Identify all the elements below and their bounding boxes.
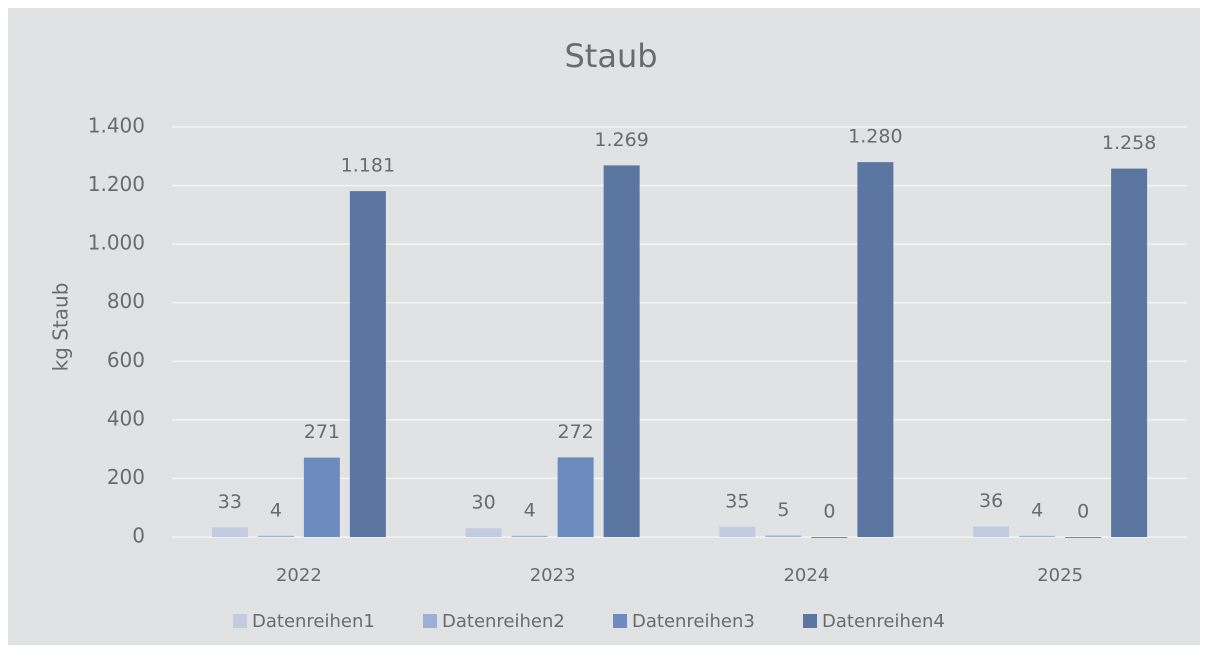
chart-title: Staub	[564, 37, 657, 75]
data-label: 1.269	[594, 129, 648, 151]
legend-swatch	[803, 614, 817, 628]
legend-label: Datenreihen4	[822, 611, 945, 632]
y-tick-label: 600	[107, 348, 145, 372]
data-label: 1.280	[848, 126, 902, 148]
bar	[557, 457, 594, 537]
bar	[1019, 535, 1056, 537]
bar	[973, 526, 1010, 537]
data-label: 33	[218, 491, 242, 513]
data-label: 36	[979, 490, 1003, 512]
bar	[1111, 168, 1148, 538]
bar	[349, 191, 386, 537]
y-tick-label: 1.000	[88, 231, 145, 255]
x-tick-label: 2023	[530, 565, 576, 586]
data-label: 30	[472, 492, 496, 514]
data-label: 4	[524, 499, 536, 521]
bar	[719, 526, 756, 537]
data-label: 0	[823, 501, 835, 523]
data-label: 272	[557, 421, 593, 443]
y-tick-label: 0	[132, 524, 145, 548]
y-tick-label: 400	[107, 406, 145, 430]
data-label: 4	[270, 499, 282, 521]
legend-swatch	[423, 614, 437, 628]
x-tick-label: 2022	[276, 565, 322, 586]
data-label: 0	[1077, 501, 1089, 523]
bar	[211, 527, 248, 537]
legend-swatch	[613, 614, 627, 628]
legend-label: Datenreihen3	[632, 611, 755, 632]
bar	[303, 457, 340, 537]
y-tick-label: 1.400	[88, 114, 145, 138]
bar	[511, 535, 548, 537]
y-tick-label: 200	[107, 465, 145, 489]
bar	[465, 528, 502, 537]
x-tick-label: 2025	[1037, 565, 1083, 586]
x-tick-label: 2024	[783, 565, 829, 586]
bar	[765, 535, 802, 537]
data-label: 271	[304, 421, 340, 443]
bar	[603, 165, 640, 537]
bar	[811, 537, 848, 538]
legend-swatch	[233, 614, 247, 628]
data-label: 1.258	[1102, 132, 1156, 154]
data-label: 4	[1031, 499, 1043, 521]
bar	[857, 162, 894, 537]
bar	[257, 535, 294, 537]
data-label: 35	[725, 490, 749, 512]
y-axis-title: kg Staub	[49, 283, 73, 372]
legend-label: Datenreihen1	[252, 611, 375, 632]
data-label: 1.181	[341, 155, 395, 177]
legend-label: Datenreihen2	[442, 611, 565, 632]
y-tick-label: 800	[107, 289, 145, 313]
bar	[1065, 537, 1102, 538]
data-label: 5	[777, 499, 789, 521]
y-tick-label: 1.200	[88, 172, 145, 196]
